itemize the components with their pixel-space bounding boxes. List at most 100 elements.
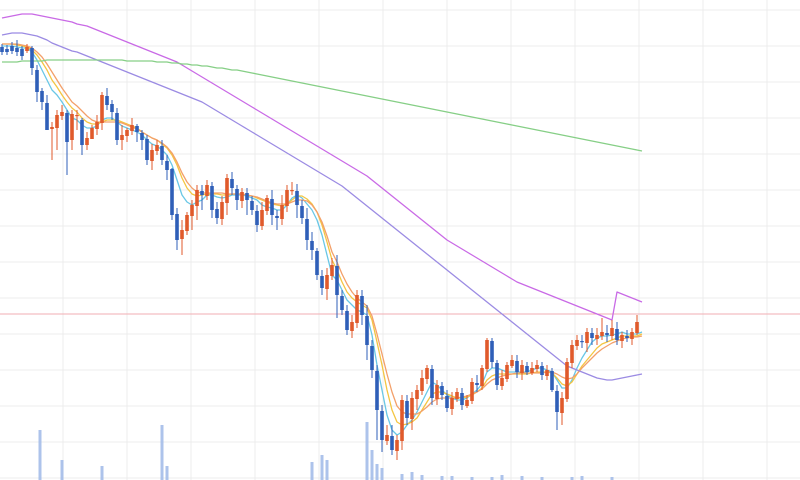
- candle-up: [25, 47, 29, 51]
- candle-up: [330, 265, 334, 276]
- candle-down: [490, 341, 494, 362]
- candle-up: [55, 115, 59, 128]
- candle-down: [555, 391, 559, 412]
- candle-down: [245, 193, 249, 200]
- candle-up: [75, 115, 79, 117]
- ma-line-a: [2, 45, 643, 436]
- ma-line-f: [2, 59, 643, 152]
- candle-up: [470, 382, 474, 401]
- candle-up: [350, 322, 354, 331]
- volume-bar: [160, 425, 164, 480]
- candle-up: [595, 335, 599, 339]
- volume-bar: [310, 462, 314, 480]
- volume-bar: [375, 464, 379, 480]
- candle-up: [185, 215, 189, 231]
- candle-up: [415, 390, 419, 399]
- candle-down: [405, 401, 409, 418]
- candle-down: [315, 251, 319, 275]
- volume-bar: [610, 477, 614, 480]
- candle-up: [195, 190, 199, 206]
- candle-down: [230, 179, 234, 188]
- candle-up: [100, 95, 104, 123]
- candle-down: [475, 383, 479, 385]
- candle-down: [255, 211, 259, 225]
- ma-line-d: [1, 32, 643, 381]
- candle-up: [60, 112, 64, 116]
- candle-up: [410, 398, 414, 419]
- volume-bar: [440, 476, 444, 480]
- candle-down: [370, 346, 374, 370]
- candle-up: [95, 122, 99, 129]
- volume-bar: [165, 466, 169, 480]
- candle-down: [30, 48, 34, 68]
- candle-down: [375, 371, 379, 410]
- candle-down: [210, 186, 214, 210]
- candle-down: [115, 113, 119, 140]
- candle-down: [200, 191, 204, 195]
- volume-bar: [520, 476, 524, 480]
- candle-up: [150, 150, 154, 161]
- candle-up: [455, 392, 459, 399]
- candle-down: [365, 316, 369, 345]
- candle-up: [125, 130, 129, 136]
- candle-down: [80, 120, 84, 145]
- volume-bar: [365, 422, 369, 480]
- candle-down: [295, 191, 299, 205]
- candle-down: [580, 341, 584, 343]
- candle-down: [625, 336, 629, 338]
- candle-down: [390, 436, 394, 450]
- candle-up: [265, 198, 269, 211]
- candle-down: [460, 393, 464, 405]
- candle-down: [0, 47, 4, 52]
- candle-down: [160, 146, 164, 160]
- candle-up: [85, 138, 89, 145]
- candle-up: [565, 362, 569, 399]
- candle-up: [435, 385, 439, 399]
- volume-bar: [370, 450, 374, 480]
- candle-down: [235, 189, 239, 200]
- candle-up: [285, 190, 289, 206]
- candle-down: [345, 311, 349, 330]
- candle-up: [385, 435, 389, 441]
- candle-up: [120, 135, 124, 140]
- candle-up: [600, 332, 604, 336]
- candle-up: [570, 345, 574, 363]
- volume-bar: [420, 475, 424, 480]
- candle-up: [610, 328, 614, 336]
- ma-line-c: [2, 43, 643, 415]
- candle-up: [180, 230, 184, 239]
- candle-down: [540, 366, 544, 375]
- candle-down: [275, 216, 279, 218]
- volume-bar: [410, 472, 414, 480]
- volume-bar: [60, 460, 64, 480]
- candle-up: [420, 378, 424, 391]
- candle-up: [90, 128, 94, 139]
- candle-up: [630, 332, 634, 339]
- candle-up: [240, 192, 244, 201]
- candle-up: [205, 185, 209, 196]
- candle-up: [465, 400, 469, 406]
- volume-bar: [325, 460, 329, 480]
- candle-down: [335, 266, 339, 295]
- candle-down: [340, 296, 344, 310]
- candle-down: [320, 276, 324, 288]
- candle-down: [310, 241, 314, 250]
- candle-up: [585, 332, 589, 343]
- candle-down: [15, 48, 19, 52]
- candle-up: [560, 398, 564, 413]
- candle-down: [615, 329, 619, 340]
- candle-up: [485, 340, 489, 369]
- candle-down: [40, 91, 44, 102]
- candle-down: [5, 49, 9, 52]
- candle-down: [45, 103, 49, 130]
- candles: [0, 40, 639, 460]
- candle-down: [550, 371, 554, 390]
- candle-down: [590, 333, 594, 338]
- candle-down: [360, 296, 364, 315]
- volume-bar: [320, 455, 324, 480]
- volume-bar: [400, 474, 404, 480]
- candle-up: [500, 378, 504, 386]
- candle-up: [355, 295, 359, 323]
